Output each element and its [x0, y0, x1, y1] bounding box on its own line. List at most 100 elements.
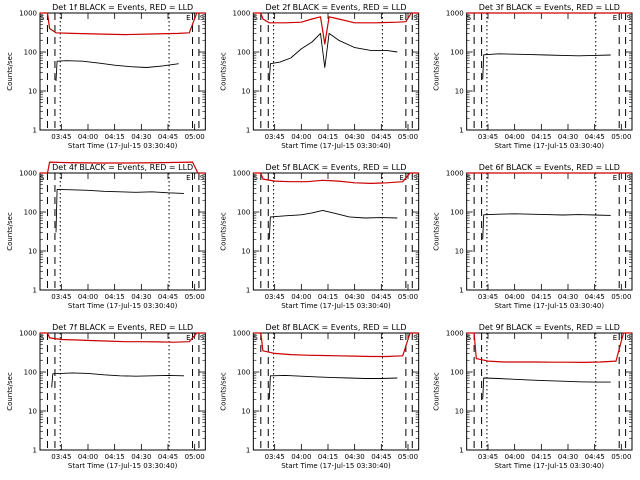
x-tick-label: 04:45	[158, 453, 178, 461]
series-black-events-line	[482, 213, 611, 240]
y-tick-label: 10	[241, 88, 250, 96]
x-tick-label: 04:15	[105, 453, 125, 461]
x-axis-label: Start Time (17-Jul-15 03:30:40)	[281, 302, 391, 310]
panel-title: Det 3f BLACK = Events, RED = LLD	[479, 3, 620, 12]
flag-end: E	[613, 14, 617, 22]
flag-start-right: S	[627, 14, 632, 22]
x-tick-label: 04:45	[371, 133, 391, 141]
x-axis-label: Start Time (17-Jul-15 03:30:40)	[495, 142, 605, 150]
y-tick-label: 10	[455, 88, 464, 96]
x-tick-label: 04:30	[345, 453, 365, 461]
x-tick-label: 04:30	[131, 453, 151, 461]
x-tick-label: 03:45	[51, 453, 71, 461]
y-tick-label: 10	[455, 408, 464, 416]
flag-start-left: S	[253, 334, 258, 342]
y-tick-label: 1	[459, 447, 463, 455]
panel-title: Det 4f BLACK = Events, RED = LLD	[52, 163, 193, 172]
plot-frame	[39, 332, 206, 451]
x-tick-label: 04:15	[105, 133, 125, 141]
flag-end: E	[186, 14, 190, 22]
panel-title: Det 9f BLACK = Events, RED = LLD	[479, 323, 620, 332]
flag-start-right: S	[627, 174, 632, 182]
x-tick-label: 03:45	[478, 133, 498, 141]
series-black-events-line	[482, 53, 611, 80]
y-tick-label: 1	[246, 447, 250, 455]
x-tick-label: 05:00	[611, 453, 631, 461]
plot-frame	[39, 12, 206, 131]
flag-start-right: S	[413, 334, 418, 342]
y-tick-label: 1000	[233, 10, 251, 18]
x-tick-label: 05:00	[185, 293, 205, 301]
panel-title: Det 2f BLACK = Events, RED = LLD	[265, 3, 406, 12]
panel-det-4: Det 4f BLACK = Events, RED = LLD 1 10 100 10…	[6, 161, 206, 310]
panel-title: Det 5f BLACK = Events, RED = LLD	[265, 163, 406, 172]
y-tick-label: 100	[450, 209, 463, 217]
panel-title: Det 8f BLACK = Events, RED = LLD	[265, 323, 406, 332]
x-tick-label: 04:15	[318, 293, 338, 301]
y-tick-label: 100	[237, 209, 250, 217]
flag-start-right: S	[200, 174, 205, 182]
flag-end: E	[613, 174, 617, 182]
y-tick-label: 10	[241, 408, 250, 416]
series-black-events-line	[482, 377, 611, 400]
y-tick-label: 10	[28, 88, 37, 96]
series-black-events-line	[51, 372, 185, 388]
x-axis-label: Start Time (17-Jul-15 03:30:40)	[495, 462, 605, 470]
x-tick-label: 03:45	[478, 293, 498, 301]
panel-det-1: Det 1f BLACK = Events, RED = LLD 1 10 100 10…	[6, 3, 206, 150]
flag-start-left: S	[467, 174, 472, 182]
panel-title: Det 1f BLACK = Events, RED = LLD	[52, 3, 193, 12]
x-tick-label: 04:15	[531, 293, 551, 301]
x-tick-label: 04:30	[558, 453, 578, 461]
y-tick-label: 100	[24, 209, 37, 217]
flag-start-left: S	[253, 14, 258, 22]
series-black-events-line	[55, 188, 185, 233]
x-tick-label: 04:15	[318, 133, 338, 141]
series-red-lld-line	[40, 161, 206, 174]
y-tick-label: 10	[241, 248, 250, 256]
y-tick-label: 1	[33, 287, 37, 295]
plot-frame	[252, 12, 420, 131]
y-axis-label: Counts/sec	[433, 52, 441, 91]
x-tick-label: 05:00	[398, 453, 418, 461]
plot-frame	[466, 332, 633, 451]
y-tick-label: 100	[24, 49, 37, 57]
series-red-lld-line	[40, 12, 206, 36]
plot-frame	[252, 332, 420, 451]
x-axis-label: Start Time (17-Jul-15 03:30:40)	[68, 302, 178, 310]
x-tick-label: 04:30	[131, 133, 151, 141]
y-tick-label: 1	[246, 287, 250, 295]
y-tick-label: 100	[450, 49, 463, 57]
x-tick-label: 04:00	[505, 293, 525, 301]
flag-start-left: S	[467, 14, 472, 22]
x-tick-label: 04:30	[558, 133, 578, 141]
plot-frame	[39, 172, 206, 291]
y-axis-label: Counts/sec	[6, 52, 14, 91]
panel-det-3: Det 3f BLACK = Events, RED = LLD 1 10 100 10…	[433, 3, 633, 150]
x-axis-label: Start Time (17-Jul-15 03:30:40)	[281, 142, 391, 150]
x-tick-label: 05:00	[611, 133, 631, 141]
flag-end: E	[186, 174, 190, 182]
series-red-lld-line	[253, 172, 419, 184]
x-tick-label: 04:00	[505, 453, 525, 461]
y-tick-label: 1000	[19, 330, 37, 338]
x-axis-label: Start Time (17-Jul-15 03:30:40)	[68, 142, 178, 150]
plot-frame	[466, 172, 633, 291]
y-axis-label: Counts/sec	[433, 372, 441, 411]
y-tick-label: 1	[33, 447, 37, 455]
y-tick-label: 1000	[446, 330, 464, 338]
x-tick-label: 04:00	[291, 133, 311, 141]
panel-det-6: Det 6f BLACK = Events, RED = LLD 1 10 100 10…	[433, 163, 633, 310]
x-tick-label: 04:30	[345, 293, 365, 301]
flag-start-left: S	[40, 334, 45, 342]
y-tick-label: 100	[24, 369, 37, 377]
y-tick-label: 1	[246, 127, 250, 135]
x-tick-label: 04:45	[158, 293, 178, 301]
plot-frame	[466, 12, 633, 131]
flag-start-left: S	[40, 174, 45, 182]
y-axis-label: Counts/sec	[219, 372, 227, 411]
x-tick-label: 03:45	[478, 453, 498, 461]
y-axis-label: Counts/sec	[219, 52, 227, 91]
series-red-lld-line	[253, 332, 419, 358]
